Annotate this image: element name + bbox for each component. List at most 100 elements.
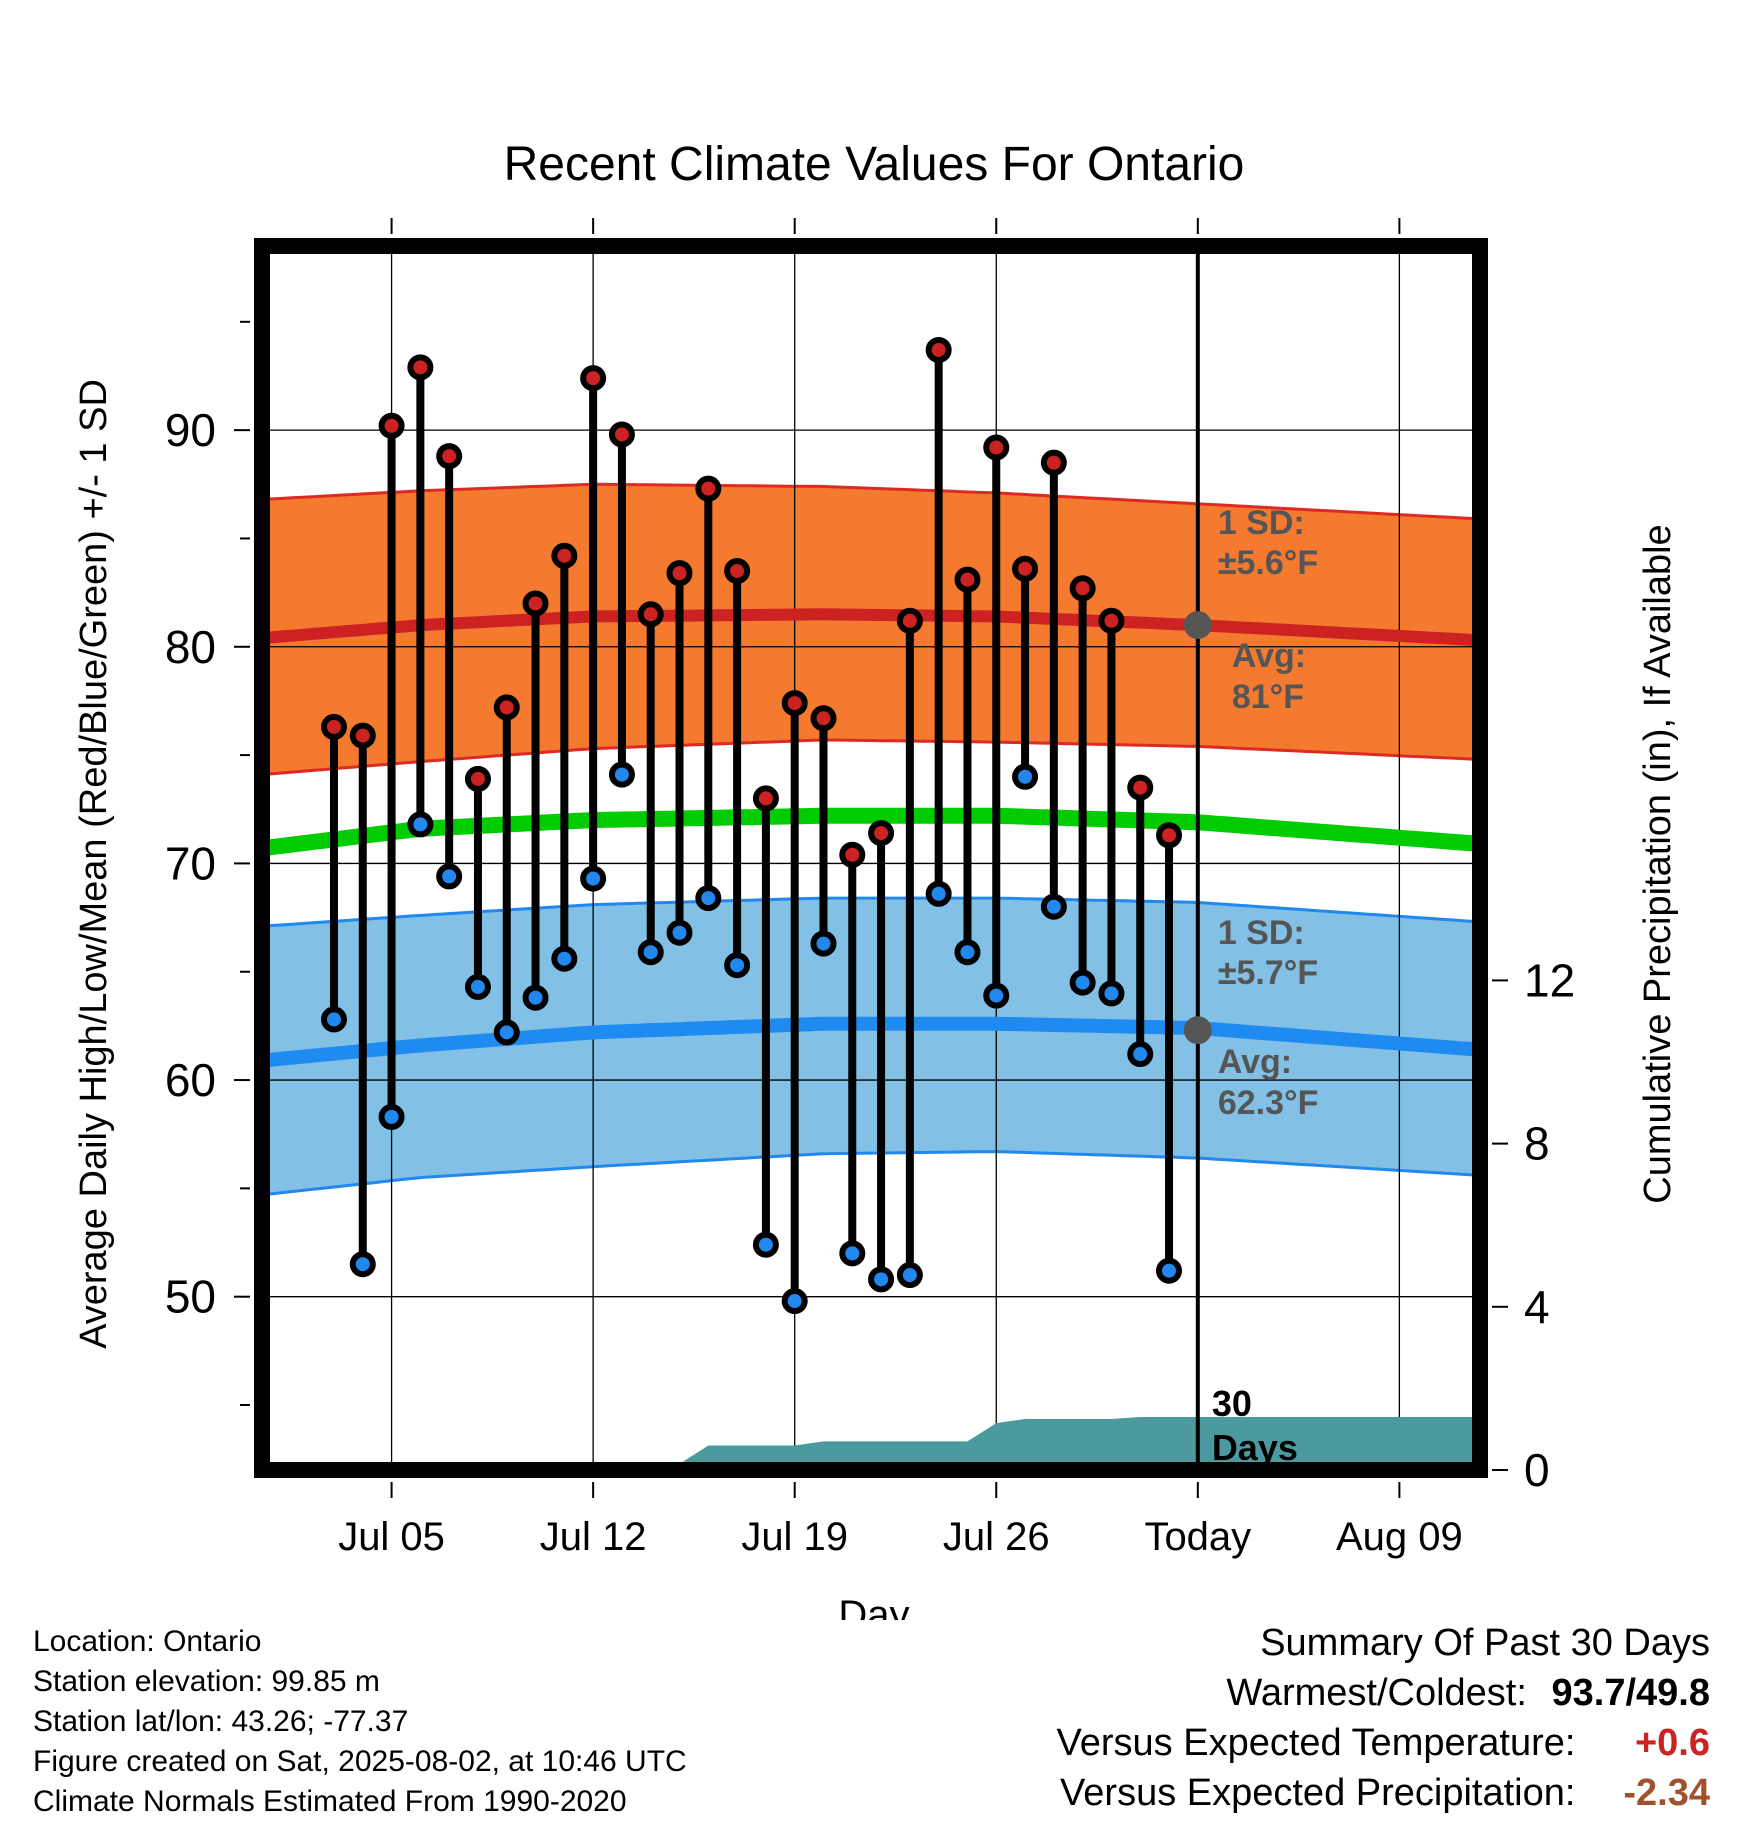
- low-point: [320, 1006, 347, 1033]
- high-point: [724, 557, 751, 584]
- x-tick-label: Aug 09: [1336, 1515, 1463, 1559]
- summary-panel: Summary Of Past 30 Days Warmest/Coldest:…: [1057, 1618, 1710, 1818]
- low-point: [868, 1266, 895, 1293]
- high-point: [320, 713, 347, 740]
- low-point: [1069, 969, 1096, 996]
- low-avg-value: 62.3°F: [1218, 1084, 1319, 1122]
- warmest-value: 93.7: [1551, 1672, 1626, 1714]
- y-tick-label: 90: [165, 404, 216, 456]
- summary-title: Summary Of Past 30 Days: [1260, 1622, 1710, 1664]
- high-point: [464, 765, 491, 792]
- low-point: [810, 930, 837, 957]
- y-tick-label: 50: [165, 1271, 216, 1323]
- high-point: [695, 475, 722, 502]
- low-point: [666, 919, 693, 946]
- y2-tick-label: 8: [1524, 1118, 1550, 1170]
- high-point: [925, 336, 952, 363]
- high-point: [378, 412, 405, 439]
- low-point: [522, 984, 549, 1011]
- y-tick-label: 70: [165, 837, 216, 889]
- days-label: Days: [1212, 1427, 1298, 1468]
- high-sd-label: 1 SD:: [1218, 504, 1305, 542]
- info-location: Location: Ontario: [33, 1625, 262, 1658]
- high-point: [868, 820, 895, 847]
- high-point: [580, 365, 607, 392]
- high-point: [810, 705, 837, 732]
- precip-value: -2.34: [1623, 1772, 1710, 1814]
- chart-title: Recent Climate Values For Ontario: [504, 138, 1245, 191]
- high-point: [493, 694, 520, 721]
- y2-tick-label: 12: [1524, 954, 1575, 1006]
- low-point: [407, 811, 434, 838]
- low-point: [925, 880, 952, 907]
- high-avg-value: 81°F: [1232, 678, 1304, 716]
- low-point: [637, 939, 664, 966]
- summary-warm-cold: Warmest/Coldest: 93.7/49.8: [1057, 1668, 1710, 1718]
- high-point: [407, 354, 434, 381]
- high-point: [522, 590, 549, 617]
- low-point: [1040, 893, 1067, 920]
- low-point: [1127, 1041, 1154, 1068]
- low-sd-band-lower-edge: [261, 1150, 1481, 1197]
- high-point: [349, 722, 376, 749]
- warm-cold-value: 93.7/49.8: [1551, 1672, 1711, 1714]
- x-tick-label: Jul 12: [540, 1515, 647, 1559]
- high-sd-band-upper-edge: [261, 482, 1481, 521]
- x-tick-label: Today: [1144, 1515, 1251, 1559]
- y-axis-label: Average Daily High/Low/Mean (Red/Blue/Gr…: [73, 379, 115, 1349]
- low-point: [724, 952, 751, 979]
- low-point: [1156, 1257, 1183, 1284]
- temp-label: Versus Expected Temperature:: [1056, 1722, 1576, 1764]
- low-point: [464, 973, 491, 1000]
- low-point: [349, 1251, 376, 1278]
- y2-axis-label: Cumulative Precipitation (in), If Availa…: [1637, 524, 1679, 1203]
- low-point: [608, 761, 635, 788]
- high-sd-band-lower-edge: [261, 738, 1481, 777]
- low-point: [695, 885, 722, 912]
- x-axis-label: Day: [838, 1593, 909, 1620]
- plot-frame: [254, 238, 1488, 1478]
- y-tick-label: 80: [165, 621, 216, 673]
- high-average-line: [261, 608, 1481, 647]
- low-point: [551, 945, 578, 972]
- low-avg-label: Avg:: [1218, 1043, 1292, 1081]
- high-point: [954, 566, 981, 593]
- climate-chart: Recent Climate Values For Ontario Jul 05…: [73, 138, 1679, 1620]
- high-point: [1040, 449, 1067, 476]
- low-sd-band-upper-edge: [261, 896, 1481, 928]
- high-point: [608, 421, 635, 448]
- low-point: [752, 1231, 779, 1258]
- low-point: [493, 1019, 520, 1046]
- info-normals: Climate Normals Estimated From 1990-2020: [33, 1785, 627, 1818]
- precip-label: Versus Expected Precipitation:: [1060, 1772, 1576, 1814]
- low-sd-value: ±5.7°F: [1218, 954, 1318, 992]
- x-tick-label: Jul 19: [741, 1515, 848, 1559]
- high-point: [781, 690, 808, 717]
- high-point: [983, 434, 1010, 461]
- low-average-line: [261, 1016, 1481, 1068]
- high-point: [551, 542, 578, 569]
- warm-cold-label: Warmest/Coldest:: [1226, 1672, 1527, 1714]
- high-point: [839, 841, 866, 868]
- low-point: [580, 865, 607, 892]
- y2-tick-label: 0: [1524, 1444, 1550, 1496]
- high-point: [666, 560, 693, 587]
- info-created: Figure created on Sat, 2025-08-02, at 10…: [33, 1745, 687, 1778]
- low-point: [436, 863, 463, 890]
- low-point: [1098, 980, 1125, 1007]
- precipitation-area: [262, 1417, 1480, 1470]
- high-sd-value: ±5.6°F: [1218, 544, 1318, 582]
- high-point: [637, 601, 664, 628]
- y2-tick-label: 4: [1524, 1281, 1550, 1333]
- low-point: [781, 1288, 808, 1315]
- low-sd-label: 1 SD:: [1218, 914, 1305, 952]
- today-low-average-dot: [1183, 1016, 1212, 1045]
- high-point: [1012, 555, 1039, 582]
- info-elevation: Station elevation: 99.85 m: [33, 1665, 380, 1698]
- days-count-label: 30: [1212, 1383, 1252, 1424]
- high-point: [896, 607, 923, 634]
- high-point: [1098, 607, 1125, 634]
- info-latlon: Station lat/lon: 43.26; -77.37: [33, 1705, 409, 1738]
- low-point: [954, 939, 981, 966]
- x-tick-label: Jul 26: [943, 1515, 1050, 1559]
